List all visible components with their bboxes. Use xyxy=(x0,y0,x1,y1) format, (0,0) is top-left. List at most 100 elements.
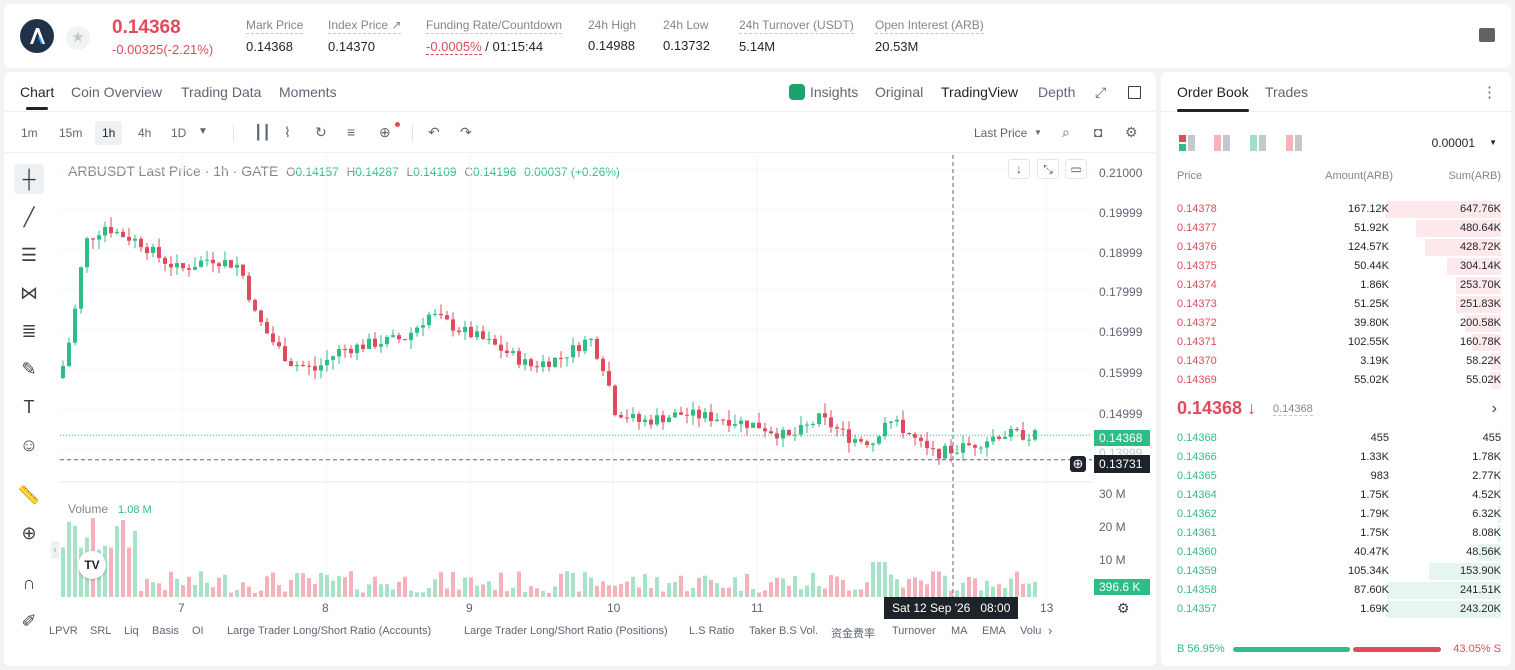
ask-row[interactable]: 0.14376 124.57K 428.72K xyxy=(1161,238,1511,257)
ask-row[interactable]: 0.14377 51.92K 480.64K xyxy=(1161,219,1511,238)
bid-row[interactable]: 0.14362 1.79K 6.32K xyxy=(1161,505,1511,524)
ruler-icon[interactable]: 📏 xyxy=(17,485,41,505)
timeframe-4h[interactable]: 4h xyxy=(138,126,152,140)
indicator-lt-accounts[interactable]: Large Trader Long/Short Ratio (Accounts) xyxy=(227,625,432,637)
bid-row[interactable]: 0.14368 455 455 xyxy=(1161,429,1511,448)
add-indicator-icon[interactable]: ⊕ xyxy=(379,124,391,140)
more-menu-icon[interactable]: ⋮ xyxy=(1482,84,1497,101)
price-type-select[interactable]: Last Price xyxy=(974,126,1028,140)
indicator-basis[interactable]: Basis xyxy=(152,625,179,637)
tab-order-book[interactable]: Order Book xyxy=(1177,84,1249,100)
indicator-volume[interactable]: Volu xyxy=(1020,625,1042,637)
ask-row[interactable]: 0.14371 102.55K 160.78K xyxy=(1161,333,1511,352)
refresh-icon[interactable]: ↻ xyxy=(315,124,327,140)
indicator-icon[interactable]: ⌇ xyxy=(284,124,291,140)
indicator-lt-positions[interactable]: Large Trader Long/Short Ratio (Positions… xyxy=(464,625,668,637)
auto-scale-button[interactable]: ⤡ xyxy=(1037,159,1059,179)
bid-row[interactable]: 0.14359 105.34K 153.90K xyxy=(1161,562,1511,581)
brush-icon[interactable]: ✎ xyxy=(21,359,37,379)
pencil-lock-icon[interactable]: ✐ xyxy=(21,611,37,631)
indicator-ls-ratio[interactable]: L.S Ratio xyxy=(689,625,735,637)
asks-view-icon[interactable] xyxy=(1214,135,1230,151)
chevron-down-icon[interactable]: ▼ xyxy=(198,126,208,137)
text-icon[interactable]: T xyxy=(23,397,35,417)
tab-moments[interactable]: Moments xyxy=(279,84,337,100)
tab-trading-data[interactable]: Trading Data xyxy=(181,84,262,100)
ask-row[interactable]: 0.14375 50.44K 304.14K xyxy=(1161,257,1511,276)
stat-label[interactable]: Open Interest (ARB) xyxy=(875,18,984,34)
indicator-ema[interactable]: EMA xyxy=(982,625,1006,637)
stat-label[interactable]: Mark Price xyxy=(246,18,304,34)
indicator-liq[interactable]: Liq xyxy=(124,625,139,637)
tab-original[interactable]: Original xyxy=(875,84,924,100)
chevron-down-icon[interactable]: ▼ xyxy=(1489,138,1497,147)
settings-gear-icon[interactable]: ⚙ xyxy=(1125,124,1138,140)
indicator-srl[interactable]: SRL xyxy=(90,625,112,637)
chevron-down-icon[interactable]: ▼ xyxy=(1034,128,1042,137)
ask-row[interactable]: 0.14373 51.25K 251.83K xyxy=(1161,295,1511,314)
add-alert-icon[interactable]: ⊕ xyxy=(1070,456,1086,472)
bid-row[interactable]: 0.14358 87.60K 241.51K xyxy=(1161,581,1511,600)
precision-select[interactable]: 0.00001 xyxy=(1431,136,1475,150)
bid-row[interactable]: 0.14364 1.75K 4.52K xyxy=(1161,486,1511,505)
indicator-funding-rate[interactable]: 资金费率 xyxy=(831,628,875,640)
timeframe-1h[interactable]: 1h xyxy=(95,121,123,145)
timeframe-1d[interactable]: 1D xyxy=(171,126,187,140)
bid-row[interactable]: 0.14360 40.47K 48.56K xyxy=(1161,543,1511,562)
emoji-icon[interactable]: ☺ xyxy=(19,435,39,455)
book-icon[interactable] xyxy=(1479,28,1495,42)
template-icon[interactable]: ≡ xyxy=(347,124,356,140)
candles-icon[interactable]: ┃┃ xyxy=(254,124,271,140)
chart-settings-icon[interactable]: ⚙ xyxy=(1117,600,1130,616)
crosshair-icon[interactable]: ┼ xyxy=(14,164,44,194)
zoom-in-icon[interactable]: ⊕ xyxy=(21,523,37,543)
indicator-turnover[interactable]: Turnover xyxy=(892,625,936,637)
bids-view-icon[interactable] xyxy=(1250,135,1266,151)
tab-chart[interactable]: Chart xyxy=(20,84,55,110)
collapse-legend-button[interactable]: ↓ xyxy=(1008,159,1030,179)
indicator-taker-vol[interactable]: Taker B.S Vol. xyxy=(749,625,819,637)
camera-icon[interactable]: ◘ xyxy=(1094,124,1103,140)
ask-row[interactable]: 0.14374 1.86K 253.70K xyxy=(1161,276,1511,295)
tab-trades[interactable]: Trades xyxy=(1265,84,1309,100)
both-sides-view-icon[interactable] xyxy=(1179,135,1195,151)
bid-row[interactable]: 0.14357 1.69K 243.20K xyxy=(1161,600,1511,619)
pattern-icon[interactable]: ⋈ xyxy=(20,283,38,303)
trendline-icon[interactable]: ╱ xyxy=(23,207,35,227)
depth-view-icon[interactable] xyxy=(1286,135,1302,151)
collapse-left-icon[interactable]: ‹ xyxy=(51,541,59,559)
tradingview-logo-icon[interactable]: TV xyxy=(78,551,106,579)
timeframe-15m[interactable]: 15m xyxy=(59,126,83,140)
indicator-lpvr[interactable]: LPVR xyxy=(49,625,78,637)
fullscreen-icon[interactable] xyxy=(1128,86,1141,99)
tab-depth[interactable]: Depth xyxy=(1038,84,1076,100)
bid-row[interactable]: 0.14366 1.33K 1.78K xyxy=(1161,448,1511,467)
ask-row[interactable]: 0.14370 3.19K 58.22K xyxy=(1161,352,1511,371)
chevron-right-icon[interactable]: › xyxy=(1491,400,1497,417)
candlestick-chart[interactable] xyxy=(60,155,1096,597)
undo-icon[interactable]: ↶ xyxy=(428,124,440,140)
ask-row[interactable]: 0.14378 167.12K 647.76K xyxy=(1161,200,1511,219)
stat-label[interactable]: Index Price ↗ xyxy=(328,18,402,34)
bid-row[interactable]: 0.14361 1.75K 8.08K xyxy=(1161,524,1511,543)
stat-label[interactable]: 24h Turnover (USDT) xyxy=(739,18,854,34)
fib-icon[interactable]: ≣ xyxy=(21,321,37,341)
expand-icon[interactable]: ⤢ xyxy=(1095,84,1107,100)
screenshot-button[interactable]: ▭ xyxy=(1065,159,1087,179)
favorite-star-icon[interactable]: ★ xyxy=(66,26,90,50)
stat-label[interactable]: Funding Rate/Countdown xyxy=(426,18,563,34)
indicator-ma[interactable]: MA xyxy=(951,625,968,637)
ask-row[interactable]: 0.14372 39.80K 200.58K xyxy=(1161,314,1511,333)
timeframe-1m[interactable]: 1m xyxy=(21,126,38,140)
horizontal-lines-icon[interactable]: ☰ xyxy=(20,245,38,265)
redo-icon[interactable]: ↷ xyxy=(460,124,472,140)
ask-row[interactable]: 0.14369 55.02K 55.02K xyxy=(1161,371,1511,390)
tab-coin-overview[interactable]: Coin Overview xyxy=(71,84,163,100)
chevron-right-icon[interactable]: › xyxy=(1048,623,1053,638)
indicator-oi[interactable]: OI xyxy=(192,625,204,637)
tab-tradingview[interactable]: TradingView xyxy=(941,84,1019,100)
magnet-icon[interactable]: ∩ xyxy=(22,573,36,593)
bid-row[interactable]: 0.14365 983 2.77K xyxy=(1161,467,1511,486)
search-icon[interactable]: ⌕ xyxy=(1062,124,1070,140)
tab-insights[interactable]: Insights xyxy=(810,84,859,100)
